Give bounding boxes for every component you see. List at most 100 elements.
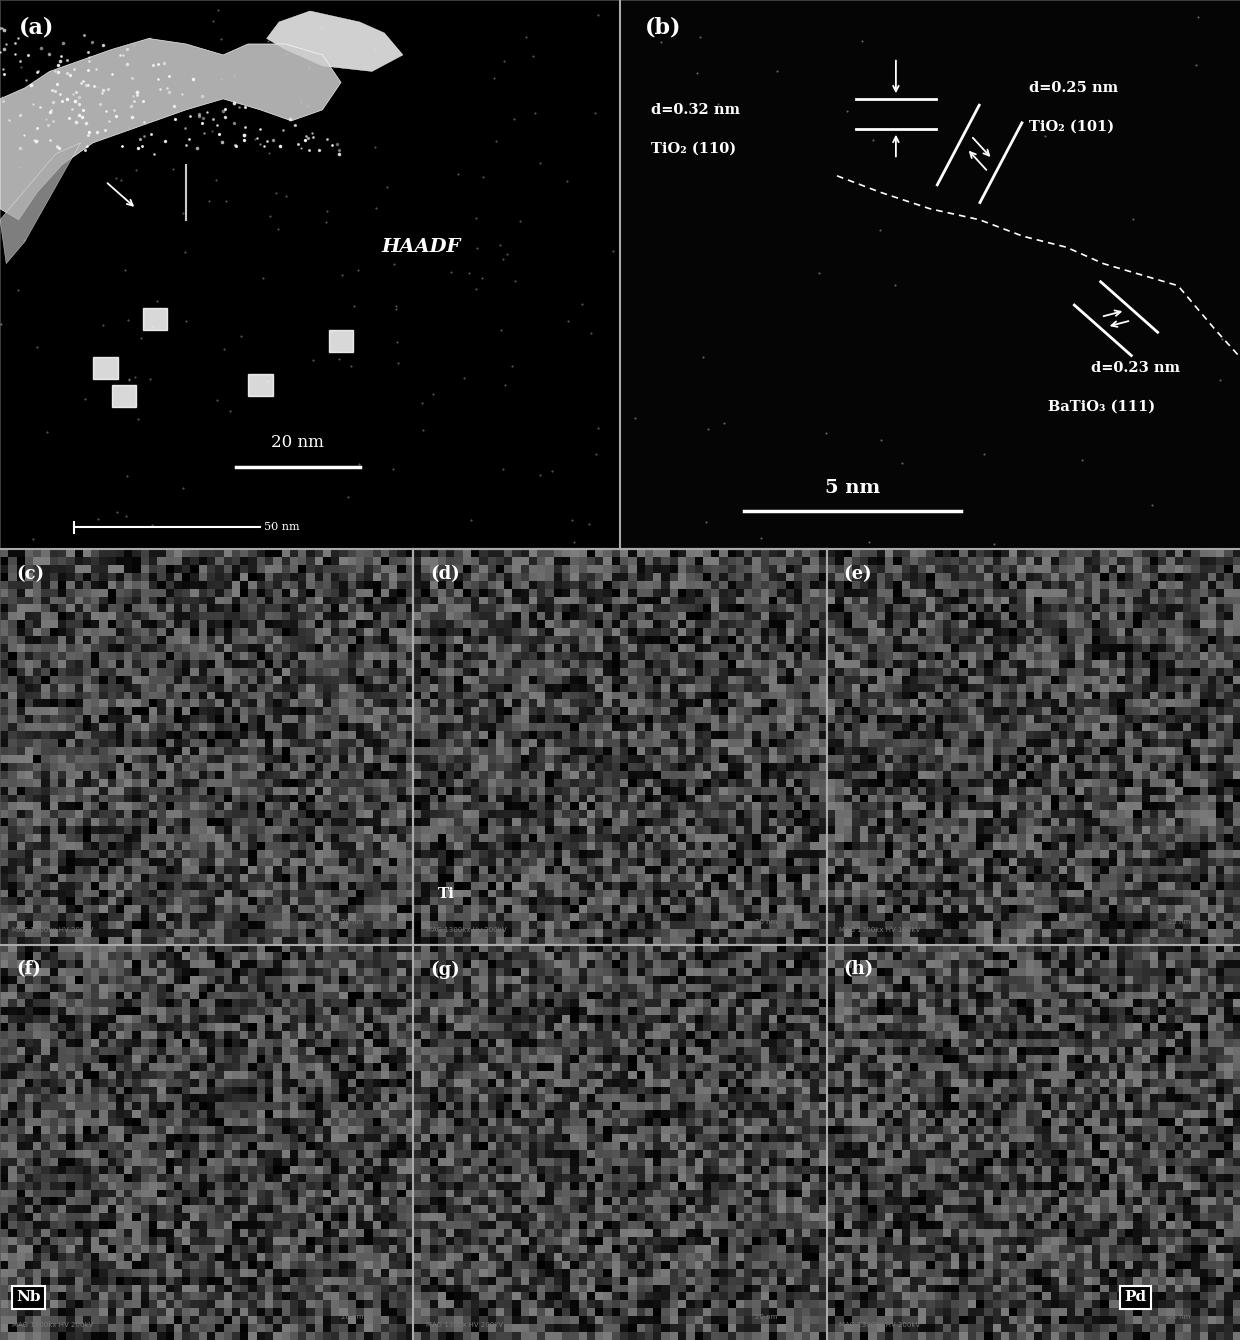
Point — [332, 264, 352, 285]
Point — [69, 92, 89, 114]
Point — [5, 32, 25, 54]
Point — [57, 63, 77, 84]
Point — [859, 531, 879, 552]
Point — [187, 138, 207, 159]
Point — [47, 135, 67, 157]
Point — [122, 95, 141, 117]
Text: d=0.25 nm: d=0.25 nm — [1029, 80, 1118, 95]
Point — [19, 44, 38, 66]
Point — [41, 99, 61, 121]
Point — [207, 114, 227, 135]
Point — [88, 508, 108, 529]
Text: TiO₂ (101): TiO₂ (101) — [1029, 119, 1115, 134]
Text: Ti: Ti — [438, 887, 455, 902]
Point — [128, 409, 148, 430]
Point — [128, 137, 148, 158]
Point — [57, 88, 77, 110]
Point — [60, 107, 79, 129]
Point — [0, 42, 10, 63]
Text: Pd: Pd — [1125, 1290, 1147, 1304]
Point — [510, 210, 529, 232]
Point — [14, 229, 33, 251]
Point — [41, 129, 61, 150]
Point — [505, 109, 525, 130]
Point — [188, 103, 208, 125]
Point — [10, 157, 30, 178]
Point — [172, 477, 192, 498]
Point — [329, 139, 348, 161]
Point — [572, 293, 591, 315]
Point — [384, 253, 404, 275]
Point — [412, 393, 432, 414]
Point — [316, 201, 336, 222]
Point — [60, 64, 79, 86]
Point — [973, 444, 993, 465]
Point — [164, 95, 184, 117]
Point — [71, 72, 91, 94]
Point — [40, 102, 60, 123]
Point — [72, 106, 92, 127]
Point — [143, 316, 162, 338]
Point — [247, 127, 267, 149]
Point — [454, 367, 474, 389]
Point — [133, 90, 153, 111]
Point — [9, 27, 29, 48]
Point — [51, 44, 71, 66]
Point — [43, 91, 63, 113]
Point — [751, 527, 771, 548]
Point — [263, 130, 283, 151]
Point — [588, 4, 608, 25]
Point — [0, 34, 16, 55]
Point — [284, 115, 304, 137]
Point — [257, 131, 277, 153]
Point — [0, 90, 12, 111]
Point — [122, 67, 141, 88]
Point — [291, 91, 311, 113]
Point — [691, 25, 711, 47]
Point — [558, 311, 578, 332]
Point — [651, 31, 671, 52]
Point — [42, 79, 62, 100]
Text: 20 nm: 20 nm — [755, 919, 777, 925]
Point — [45, 60, 64, 82]
Point — [698, 418, 718, 440]
Point — [300, 139, 320, 161]
Point — [62, 98, 82, 119]
Point — [467, 237, 487, 259]
Point — [647, 102, 667, 123]
Point — [708, 94, 728, 115]
Text: 25 nm: 25 nm — [1168, 919, 1190, 925]
Point — [202, 121, 222, 142]
Point — [140, 27, 160, 48]
Point — [159, 82, 179, 103]
Point — [299, 95, 319, 117]
Point — [134, 111, 154, 133]
Point — [16, 68, 36, 90]
Point — [73, 99, 93, 121]
Point — [31, 38, 51, 59]
Point — [589, 417, 609, 438]
Point — [115, 260, 135, 281]
Point — [27, 62, 47, 83]
Point — [579, 513, 599, 535]
Point — [386, 295, 405, 316]
Point — [77, 135, 97, 157]
Point — [47, 137, 67, 158]
Point — [870, 218, 890, 240]
Point — [26, 130, 46, 151]
Point — [166, 109, 186, 130]
Point — [162, 158, 182, 180]
Point — [337, 486, 357, 508]
Polygon shape — [267, 11, 403, 71]
Text: MAG 1300kx HV 200kV: MAG 1300kx HV 200kV — [12, 927, 94, 933]
Polygon shape — [248, 374, 273, 395]
Point — [124, 90, 144, 111]
Point — [1185, 54, 1205, 75]
Point — [366, 137, 386, 158]
Point — [9, 279, 29, 300]
Polygon shape — [112, 385, 136, 406]
Point — [329, 348, 348, 370]
Point — [254, 135, 274, 157]
Point — [413, 419, 433, 441]
Text: BaTiO₃ (111): BaTiO₃ (111) — [1048, 399, 1154, 414]
